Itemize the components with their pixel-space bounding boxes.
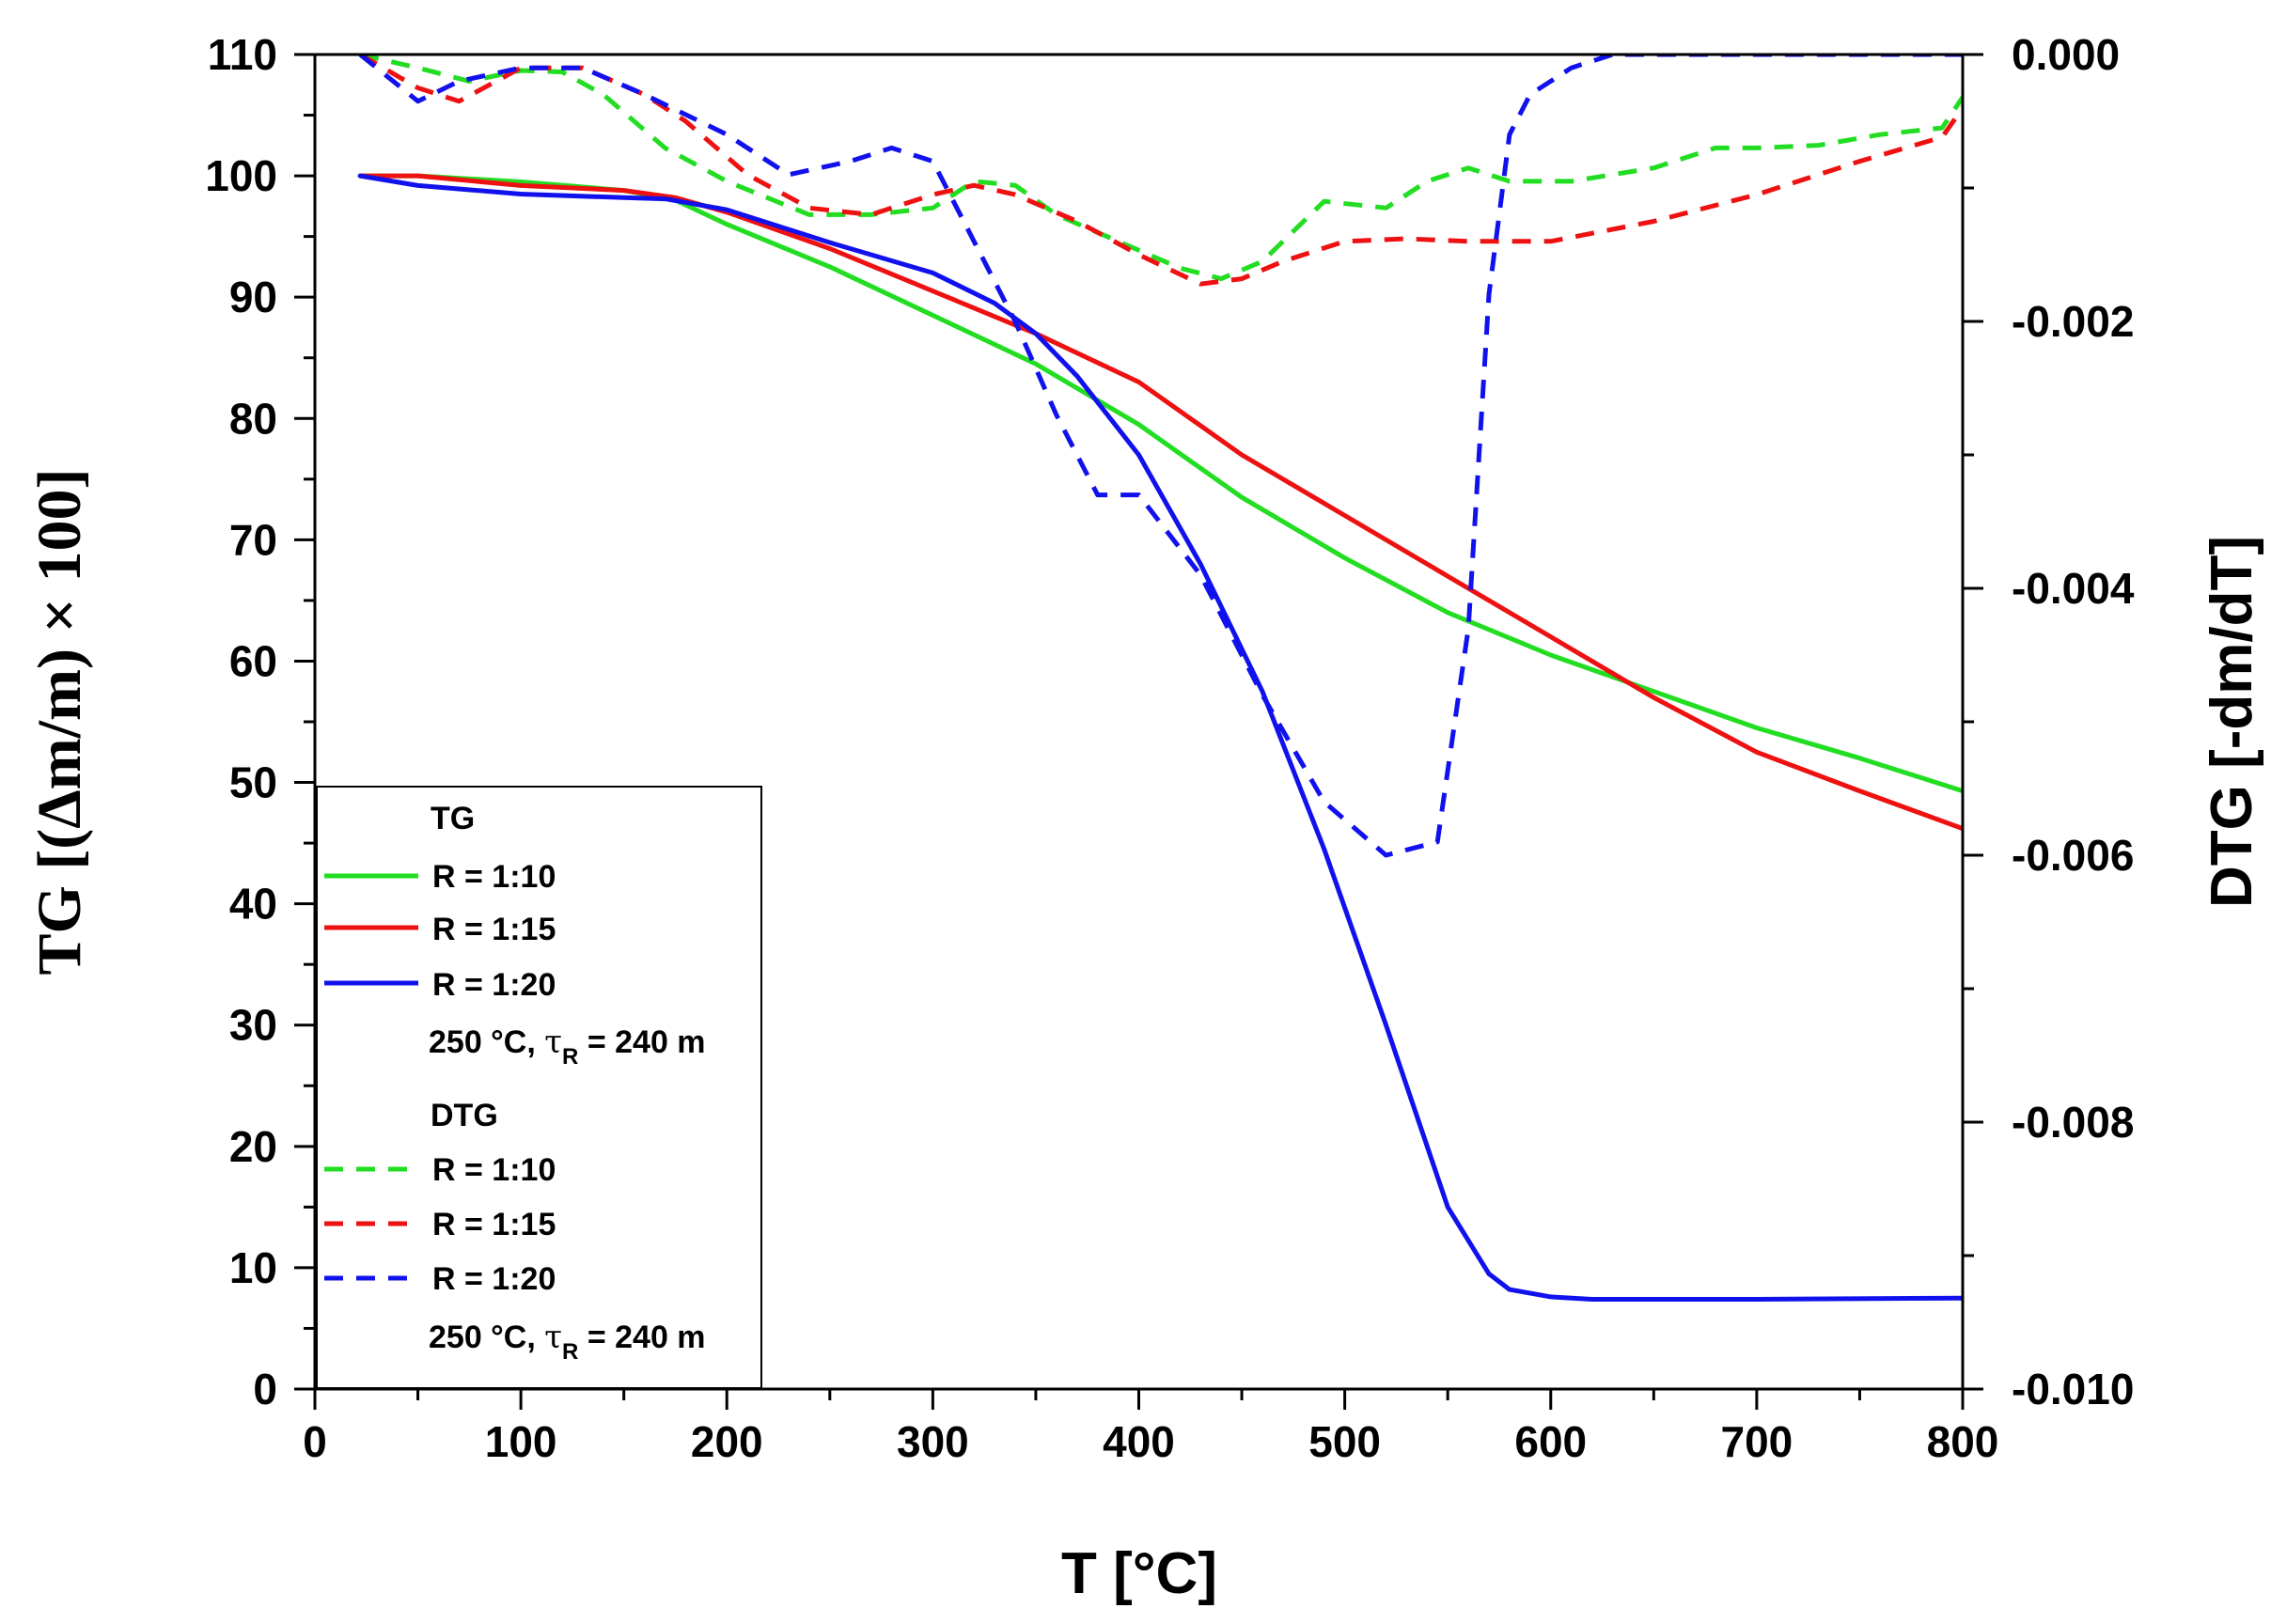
x-tick-label: 500 <box>1308 1417 1381 1466</box>
y-left-tick-label: 80 <box>229 394 277 443</box>
x-tick-label: 700 <box>1721 1417 1793 1466</box>
y-left-tick-label: 0 <box>253 1365 277 1413</box>
x-tick-label: 600 <box>1514 1417 1587 1466</box>
legend-condition-tg: 250 °C, τR = 240 m <box>429 1023 706 1070</box>
y-left-tick-label: 100 <box>205 151 277 200</box>
y-left-tick-label: 20 <box>229 1122 277 1171</box>
y-right-tick-label: -0.006 <box>2012 831 2134 880</box>
series-dtg-r-1-15 <box>358 55 1963 287</box>
legend: TG R = 1:10 R = 1:15 R = 1:20 250 °C, τR… <box>316 786 762 1389</box>
x-tick-label: 0 <box>303 1417 327 1466</box>
legend-heading-tg: TG <box>431 801 475 836</box>
y-left-tick-label: 60 <box>229 636 277 685</box>
series-dtg-r-1-20 <box>358 55 1963 858</box>
y-left-axis-title: TG [(Δm/m) × 100] <box>25 468 94 975</box>
y-left-tick-label: 110 <box>208 30 277 79</box>
y-right-tick-label: 0.000 <box>2012 30 2120 79</box>
x-tick-label: 800 <box>1927 1417 1999 1466</box>
x-tick-label: 200 <box>691 1417 763 1466</box>
legend-label-tg-1-10: R = 1:10 <box>432 859 556 895</box>
y-left-tick-label: 90 <box>229 273 277 321</box>
legend-condition-dtg: 250 °C, τR = 240 m <box>429 1319 706 1365</box>
y-left-tick-label: 40 <box>229 880 277 929</box>
legend-label-dtg-1-10: R = 1:10 <box>432 1152 556 1188</box>
y-right-tick-label: -0.008 <box>2012 1098 2134 1147</box>
tick-labels: 0 100 200 300 400 500 600 700 800 0 10 20 30 40 50 60 70… <box>205 30 2135 1466</box>
series-tg-r-1-10 <box>357 173 1963 794</box>
y-right-tick-label: -0.002 <box>2012 297 2134 346</box>
y-left-tick-label: 70 <box>229 515 277 564</box>
x-tick-label: 400 <box>1103 1417 1175 1466</box>
legend-label-dtg-1-20: R = 1:20 <box>432 1261 556 1297</box>
series-tg-r-1-20 <box>357 173 1963 1302</box>
legend-label-dtg-1-15: R = 1:15 <box>432 1207 556 1242</box>
y-right-tick-label: -0.004 <box>2012 564 2135 613</box>
series-dtg-r-1-10 <box>359 55 1963 282</box>
legend-box <box>316 786 762 1389</box>
axis-ticks <box>294 53 1983 1410</box>
y-left-tick-label: 30 <box>229 1001 277 1050</box>
legend-label-tg-1-20: R = 1:20 <box>432 967 556 1003</box>
legend-heading-dtg: DTG <box>431 1098 498 1133</box>
y-left-tick-label: 10 <box>229 1243 277 1292</box>
plot-curves <box>357 55 1963 1302</box>
legend-label-tg-1-15: R = 1:15 <box>432 912 556 947</box>
x-axis-title: T [°C] <box>1061 1541 1217 1606</box>
x-tick-label: 300 <box>897 1417 969 1466</box>
y-right-axis-title: DTG [-dm/dT] <box>2200 536 2264 908</box>
series-tg-r-1-15 <box>357 173 1963 832</box>
x-tick-label: 100 <box>485 1417 557 1466</box>
y-left-tick-label: 50 <box>229 758 277 807</box>
y-right-tick-label: -0.010 <box>2012 1365 2134 1413</box>
